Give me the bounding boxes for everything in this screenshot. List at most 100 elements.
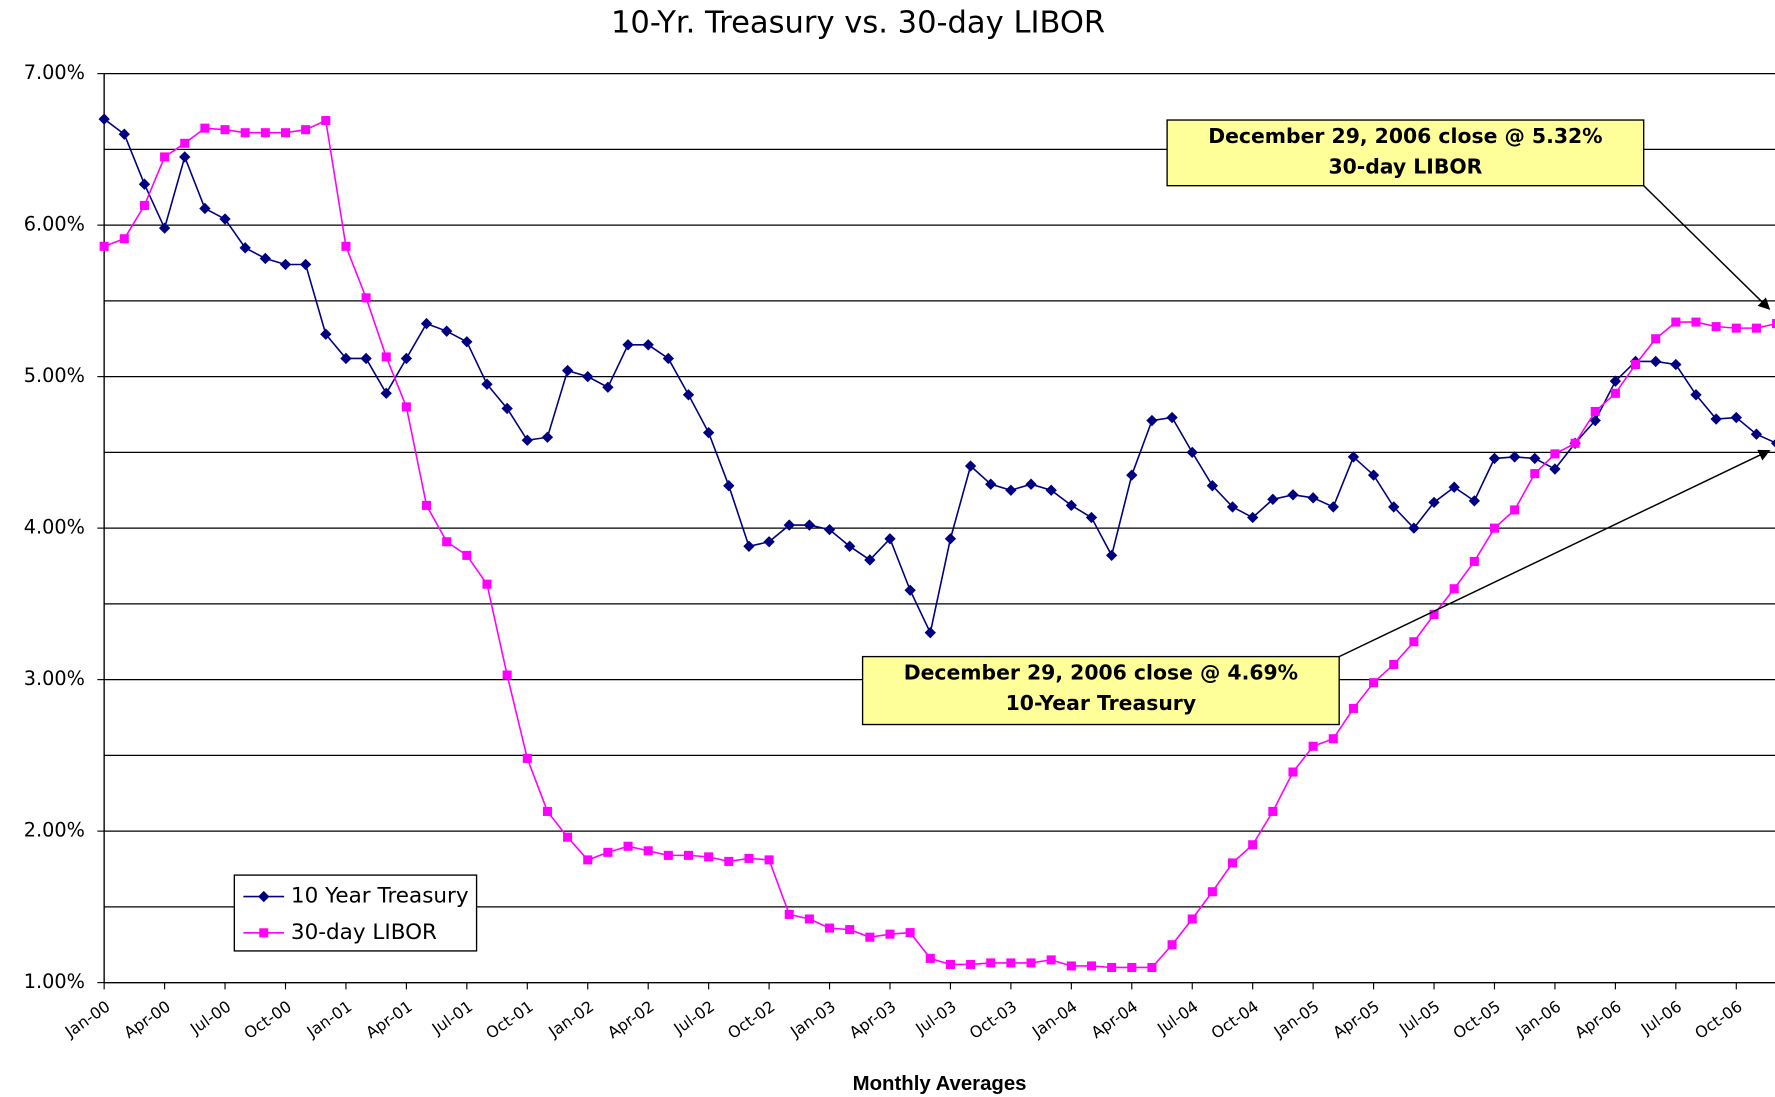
legend-label: 10 Year Treasury (291, 884, 469, 909)
marker (1369, 678, 1379, 688)
marker (1750, 428, 1763, 440)
marker (360, 352, 372, 365)
marker (1025, 478, 1037, 490)
marker (199, 202, 211, 215)
marker (924, 626, 936, 639)
marker (966, 959, 976, 969)
marker (220, 125, 230, 135)
marker (1770, 439, 1775, 448)
x-tick-label: Jan-06 (1511, 997, 1564, 1042)
marker (865, 932, 875, 942)
marker (1730, 411, 1742, 424)
marker (944, 533, 957, 545)
marker (1650, 355, 1662, 368)
marker (1046, 955, 1056, 965)
marker (462, 550, 472, 560)
marker (139, 200, 149, 210)
marker (764, 855, 774, 865)
marker (1247, 511, 1259, 524)
marker (844, 540, 856, 552)
marker (1187, 914, 1197, 924)
marker (321, 116, 331, 126)
marker (1307, 492, 1319, 504)
marker (1711, 322, 1721, 332)
marker (1670, 358, 1682, 371)
marker (1428, 496, 1440, 509)
marker (804, 914, 814, 924)
marker (1126, 469, 1138, 481)
marker (723, 480, 735, 492)
marker (219, 213, 231, 225)
marker (1348, 703, 1358, 713)
marker (1408, 522, 1420, 534)
annotation-text: December 29, 2006 close @ 5.32% (1208, 124, 1602, 148)
marker (1086, 961, 1097, 971)
annotation-text: 30-day LIBOR (1328, 155, 1482, 179)
marker (98, 113, 110, 125)
x-tick-label: Apr-05 (1329, 997, 1383, 1043)
marker (1388, 501, 1400, 513)
marker (502, 670, 512, 680)
marker (1731, 323, 1741, 333)
y-tick-label: 5.00% (24, 364, 85, 387)
marker (904, 584, 916, 596)
x-tick-label: Jul-04 (1153, 997, 1202, 1039)
chart-title: 10-Yr. Treasury vs. 30-day LIBOR (611, 5, 1105, 40)
marker (1610, 388, 1620, 398)
x-tick-label: Oct-03 (966, 997, 1021, 1043)
marker (1288, 767, 1298, 777)
marker (702, 427, 715, 439)
marker (1529, 452, 1541, 465)
marker (1005, 484, 1017, 496)
marker (1631, 359, 1641, 370)
marker (401, 402, 411, 412)
marker (603, 847, 613, 857)
marker (441, 325, 453, 337)
marker (1468, 495, 1480, 507)
marker (744, 853, 754, 863)
marker (1167, 940, 1177, 950)
marker (461, 336, 473, 348)
marker (422, 500, 432, 510)
marker (1248, 840, 1258, 850)
marker (1328, 734, 1338, 744)
marker (1367, 469, 1380, 481)
marker (138, 178, 151, 190)
y-tick-label: 4.00% (24, 516, 85, 539)
marker (442, 537, 452, 547)
x-tick-label: Jan-04 (1028, 997, 1081, 1042)
marker (642, 339, 654, 351)
x-tick-label: Jul-03 (911, 997, 960, 1039)
annotation-arrow (1643, 185, 1771, 310)
marker (400, 352, 413, 365)
marker (1651, 334, 1661, 344)
x-tick-label: Jul-02 (670, 997, 719, 1039)
x-tick-label: Oct-05 (1449, 997, 1504, 1043)
marker (964, 460, 977, 472)
marker (380, 387, 392, 399)
x-tick-label: Jul-06 (1637, 997, 1686, 1039)
marker (279, 258, 292, 271)
marker (1489, 523, 1500, 533)
x-tick-label: Apr-06 (1571, 997, 1625, 1043)
marker (724, 856, 734, 866)
marker (663, 850, 673, 860)
x-tick-label: Oct-06 (1691, 997, 1746, 1043)
annotation-text: 10-Year Treasury (1006, 691, 1196, 715)
marker (522, 753, 532, 763)
marker (1691, 317, 1701, 327)
marker (1207, 887, 1217, 897)
marker (1107, 962, 1117, 973)
marker (864, 554, 876, 566)
marker (381, 352, 391, 362)
y-tick-label: 7.00% (24, 61, 85, 84)
marker (361, 293, 371, 303)
series-line (103, 118, 1775, 636)
marker (885, 929, 895, 939)
x-tick-label: Jan-02 (544, 997, 597, 1042)
y-tick-label: 2.00% (24, 819, 85, 842)
marker (541, 431, 554, 443)
x-tick-label: Jan-01 (302, 997, 355, 1042)
marker (1570, 438, 1580, 448)
